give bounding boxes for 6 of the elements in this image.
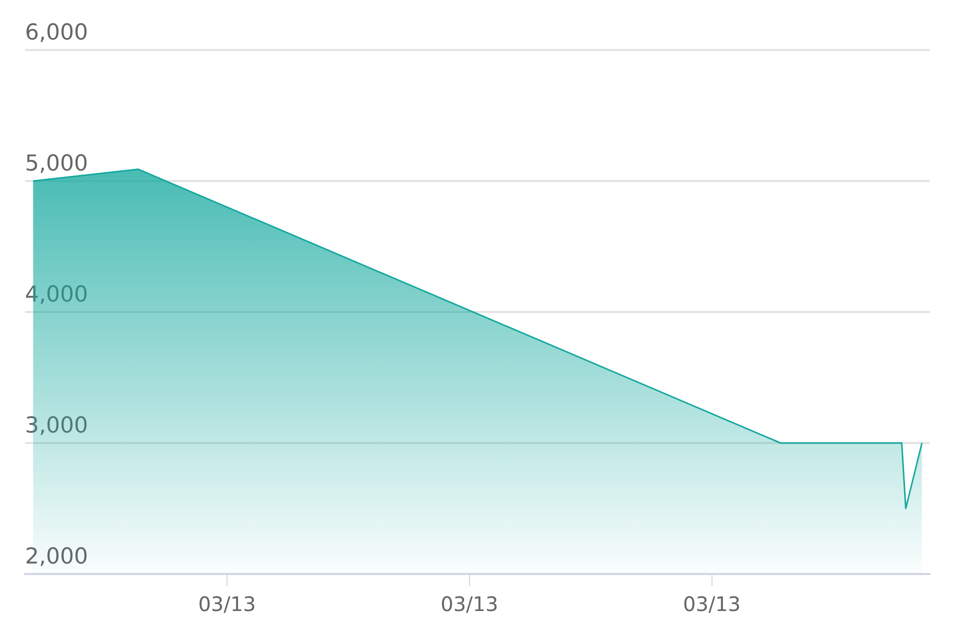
x-tick-label: 03/13 [440,592,498,616]
y-tick-label: 2,000 [25,544,88,570]
x-tick-label: 03/13 [198,592,256,616]
x-tick-label: 03/13 [683,592,741,616]
y-tick-label: 5,000 [25,152,88,177]
y-tick-label: 6,000 [25,20,88,46]
